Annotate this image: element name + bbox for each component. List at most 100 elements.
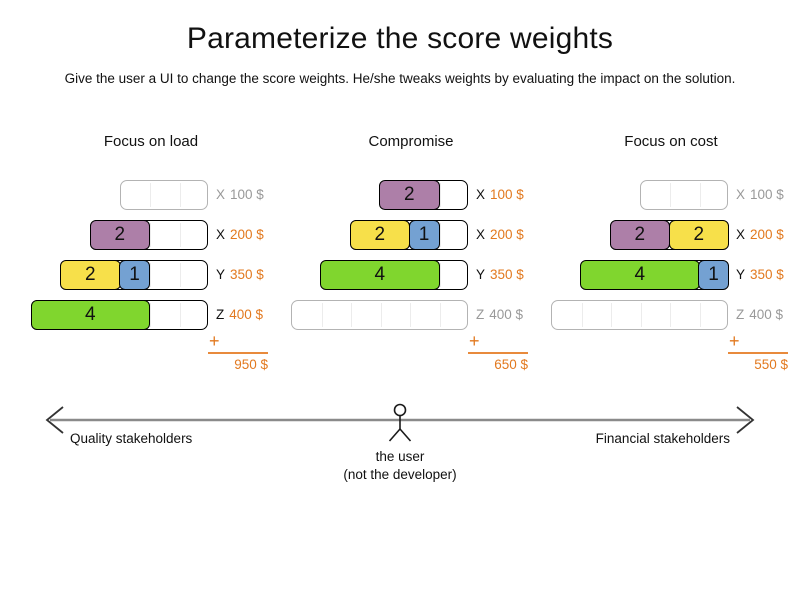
row-cost-value: 100 $ (750, 187, 784, 202)
cell-divider (439, 263, 441, 287)
cell-divider (670, 183, 671, 207)
weight-bar-area: 2 (291, 179, 468, 210)
weight-box: 4 (30, 299, 208, 330)
weight-block-yellow: 2 (60, 259, 121, 290)
weight-column: Compromise 2 X 100 $2 1 X 200 $4 Y 350 $ Z 400 $ +6… (291, 131, 543, 391)
double-arrow-and-user-figure (45, 403, 755, 442)
weight-block-yellow: 2 (668, 219, 729, 250)
cell-divider (150, 303, 151, 327)
weight-row: 2 X 200 $ (31, 219, 283, 250)
weight-row: 4 Y 350 $ (291, 259, 543, 290)
weight-block-green: 4 (580, 259, 700, 290)
weight-block-yellow: 2 (349, 219, 410, 250)
sum-plus-sign: + (729, 331, 740, 351)
row-cost-value: 400 $ (229, 307, 264, 322)
cell-divider (380, 303, 382, 327)
weight-box (119, 180, 208, 210)
weight-box (639, 180, 728, 210)
weight-row: X 100 $ (551, 180, 800, 210)
sum-total: 950 $ (234, 357, 268, 372)
weight-row: 2 2 X 200 $ (551, 219, 800, 250)
row-label: X 100 $ (216, 180, 264, 210)
row-letter: X (476, 187, 486, 202)
weight-block-green: 4 (320, 259, 440, 290)
row-letter: X (216, 227, 226, 242)
weight-block-blue: 1 (119, 259, 150, 290)
weight-bar-area (291, 300, 468, 330)
sum-plus-sign: + (209, 331, 220, 351)
row-letter: Z (736, 307, 745, 322)
cell-divider (321, 303, 323, 327)
weight-block-purple: 2 (609, 219, 670, 250)
page-subtitle: Give the user a UI to change the score w… (64, 71, 736, 86)
weight-block-blue: 1 (408, 219, 440, 250)
row-label: Z 400 $ (216, 300, 263, 330)
row-letter: X (736, 227, 746, 242)
weight-box: 2 (379, 179, 468, 210)
column-title: Focus on load (103, 133, 199, 150)
row-label: Z 400 $ (736, 300, 783, 330)
sum-line (468, 352, 528, 354)
arrowhead-right-icon (736, 406, 755, 434)
sum-line (208, 352, 268, 354)
row-cost-value: 100 $ (230, 187, 264, 202)
sum-total: 650 $ (494, 357, 528, 372)
weight-bar-area (551, 300, 728, 330)
cell-divider (439, 183, 441, 207)
page-title: Parameterize the score weights (186, 22, 614, 55)
cell-divider (581, 303, 583, 327)
user-stick-figure-icon (388, 403, 412, 442)
row-label: Y 350 $ (476, 260, 524, 290)
row-label: Y 350 $ (216, 260, 264, 290)
row-cost-value: 350 $ (230, 267, 264, 282)
weight-row: Z 400 $ (551, 300, 800, 330)
quality-stakeholders-label: Quality stakeholders (70, 431, 193, 446)
cell-divider (179, 303, 181, 327)
weight-row: 4 Z 400 $ (30, 299, 283, 330)
row-label: X 200 $ (736, 220, 784, 250)
weight-block-green: 4 (30, 299, 150, 330)
weight-bar-area: 4 (30, 299, 208, 330)
cell-divider (439, 303, 441, 327)
cell-divider (699, 303, 701, 327)
cell-divider (410, 303, 411, 327)
weight-block-purple: 2 (379, 179, 440, 210)
cell-divider (640, 303, 642, 327)
financial-stakeholders-label: Financial stakeholders (595, 431, 730, 446)
row-cost-value: 400 $ (489, 307, 524, 322)
row-label: Z 400 $ (476, 300, 523, 330)
row-cost-value: 350 $ (750, 267, 784, 282)
row-cost-value: 350 $ (490, 267, 524, 282)
cell-divider (150, 223, 151, 247)
row-label: X 200 $ (216, 220, 264, 250)
arrowhead-left-icon (45, 406, 64, 434)
weight-row: 4 1 Y 350 $ (551, 259, 800, 290)
row-letter: Z (476, 307, 485, 322)
stakeholder-axis: Quality stakeholders Financial stakehold… (0, 395, 800, 495)
user-label-line1: the user (375, 449, 425, 464)
weight-bar-area (31, 180, 208, 210)
weight-row: 2 X 100 $ (291, 179, 543, 210)
weight-row: 2 1 Y 350 $ (31, 259, 283, 290)
row-label: X 100 $ (736, 180, 784, 210)
cell-divider (439, 223, 441, 247)
weight-bar-area (551, 180, 728, 210)
row-letter: Y (216, 267, 226, 282)
column-title: Focus on cost (624, 133, 718, 150)
cell-divider (351, 303, 352, 327)
weight-row: X 100 $ (31, 180, 283, 210)
cell-divider (611, 303, 612, 327)
row-letter: X (736, 187, 746, 202)
cell-divider (150, 183, 151, 207)
weight-column: Focus on cost X 100 $2 2 X 200 $4 1 Y 350 $ Z 400 … (551, 131, 800, 391)
weight-block-purple: 2 (89, 219, 150, 250)
sum-plus-sign: + (469, 331, 480, 351)
cell-divider (179, 183, 181, 207)
